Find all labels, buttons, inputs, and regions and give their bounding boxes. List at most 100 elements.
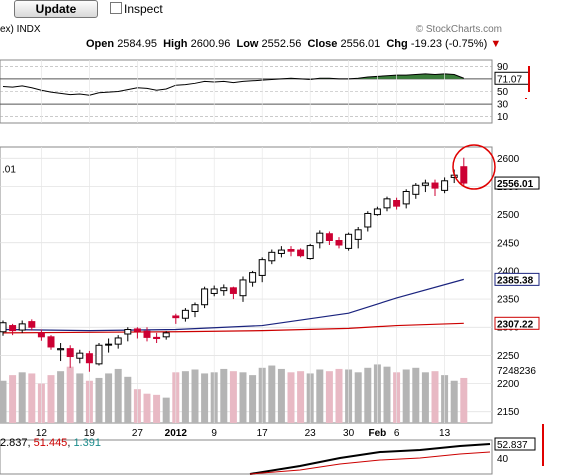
candle-body [181, 309, 189, 319]
symbol-label: ex) INDX [0, 24, 41, 35]
volume-bar [316, 369, 324, 423]
candle-body [431, 182, 439, 189]
candle-body [105, 343, 113, 346]
rsi-last-value: 71.07 [497, 74, 522, 85]
rsi-tick-label: 50 [497, 87, 509, 98]
rsi-tick-label: 90 [497, 62, 509, 73]
volume-bar [297, 371, 305, 423]
candle-body [402, 190, 410, 205]
x-tick-label: 13 [439, 428, 451, 439]
candle-body [57, 348, 65, 351]
indicator-line-red [249, 451, 491, 475]
volume-bar [364, 367, 372, 423]
candle-body [153, 336, 161, 340]
volume-bar [325, 371, 333, 423]
indicator-axis-label: 40 [497, 454, 509, 465]
inspect-label: Inspect [124, 2, 163, 16]
candle-body [364, 212, 372, 228]
candle-body [325, 233, 333, 242]
rsi-tick-label: 30 [497, 100, 509, 111]
volume-bar [268, 365, 276, 423]
candle-body [162, 332, 170, 338]
candle-body [47, 336, 55, 348]
volume-bar [412, 367, 420, 423]
candle-body [316, 232, 324, 244]
rsi-tick-label: 10 [497, 112, 509, 123]
candle-body [85, 353, 93, 364]
volume-bar [249, 375, 257, 423]
volume-bar [181, 371, 189, 423]
candle-body [229, 287, 237, 294]
down-arrow-icon: ▼ [490, 38, 502, 50]
low-value: 2552.56 [261, 38, 302, 50]
volume-bar [191, 369, 199, 423]
indicator-last-value: 52.837 [497, 440, 528, 451]
inspect-checkbox[interactable]: Inspect [110, 2, 163, 16]
volume-bar [153, 394, 161, 423]
candle-body [95, 344, 103, 365]
candle-body [124, 328, 132, 335]
candle-body [421, 182, 429, 186]
candle-body [37, 332, 45, 338]
volume-bar [0, 380, 7, 423]
ma200-last-value: 2307.22 [497, 319, 534, 330]
volume-bar [450, 380, 458, 423]
volume-bar [66, 366, 74, 423]
ma50-line [2, 278, 464, 332]
volume-bar [47, 375, 55, 423]
candle-body [239, 279, 247, 297]
ma50-last-tag [494, 272, 540, 286]
ma200-line [2, 322, 464, 334]
candle-body [28, 321, 36, 328]
volume-bar [105, 373, 113, 423]
candle-body [220, 287, 228, 292]
volume-bar [18, 372, 26, 423]
candle-body [373, 208, 381, 216]
update-button[interactable]: Update [14, 0, 98, 18]
volume-bar [9, 375, 17, 423]
candle-body [191, 304, 199, 312]
indicator-values: 2.837, 51.445, 1.391 [0, 437, 101, 449]
candle-body [172, 315, 180, 319]
volume-bar [383, 366, 391, 423]
indicator-value-2: 51.445 [33, 437, 68, 449]
chg-value: -19.23 (-0.75%) [410, 38, 488, 50]
candle-body [201, 288, 209, 306]
x-tick-label: 30 [343, 428, 355, 439]
candle-body [460, 166, 468, 184]
candle-body [306, 245, 314, 260]
x-tick-label: 27 [132, 428, 144, 439]
high-label: High [163, 38, 188, 50]
high-value: 2600.96 [190, 38, 231, 50]
candle-body [114, 337, 122, 345]
indicator-panel [0, 439, 493, 475]
candle-body [66, 348, 74, 358]
candle-body [277, 249, 285, 254]
price-tick-label: 2600 [497, 154, 520, 165]
price-tick-label: 2200 [497, 379, 520, 390]
checkbox-icon[interactable] [110, 2, 122, 14]
candle-body [297, 249, 305, 257]
x-tick-label: 6 [394, 428, 400, 439]
volume-bar [431, 371, 439, 423]
volume-bar [220, 368, 228, 423]
volume-bar [239, 372, 247, 423]
indicator-value-3: 1.391 [73, 437, 101, 449]
x-tick-label: 19 [84, 428, 96, 439]
candle-body [345, 233, 353, 249]
candle-body [383, 198, 391, 209]
ma50-last-value: 2385.38 [497, 275, 534, 286]
x-tick-label: Feb [369, 428, 387, 439]
candle-body [0, 322, 7, 333]
candle-body [335, 240, 343, 246]
volume-bar [114, 368, 122, 423]
price-tick-label: 2500 [497, 210, 520, 221]
candle-body [287, 249, 295, 252]
close-label: Close [307, 38, 338, 50]
price-left-label: .01 [2, 164, 16, 175]
price-tick-label: 2450 [497, 238, 520, 249]
candle-body [76, 352, 84, 359]
volume-bar [28, 373, 36, 423]
